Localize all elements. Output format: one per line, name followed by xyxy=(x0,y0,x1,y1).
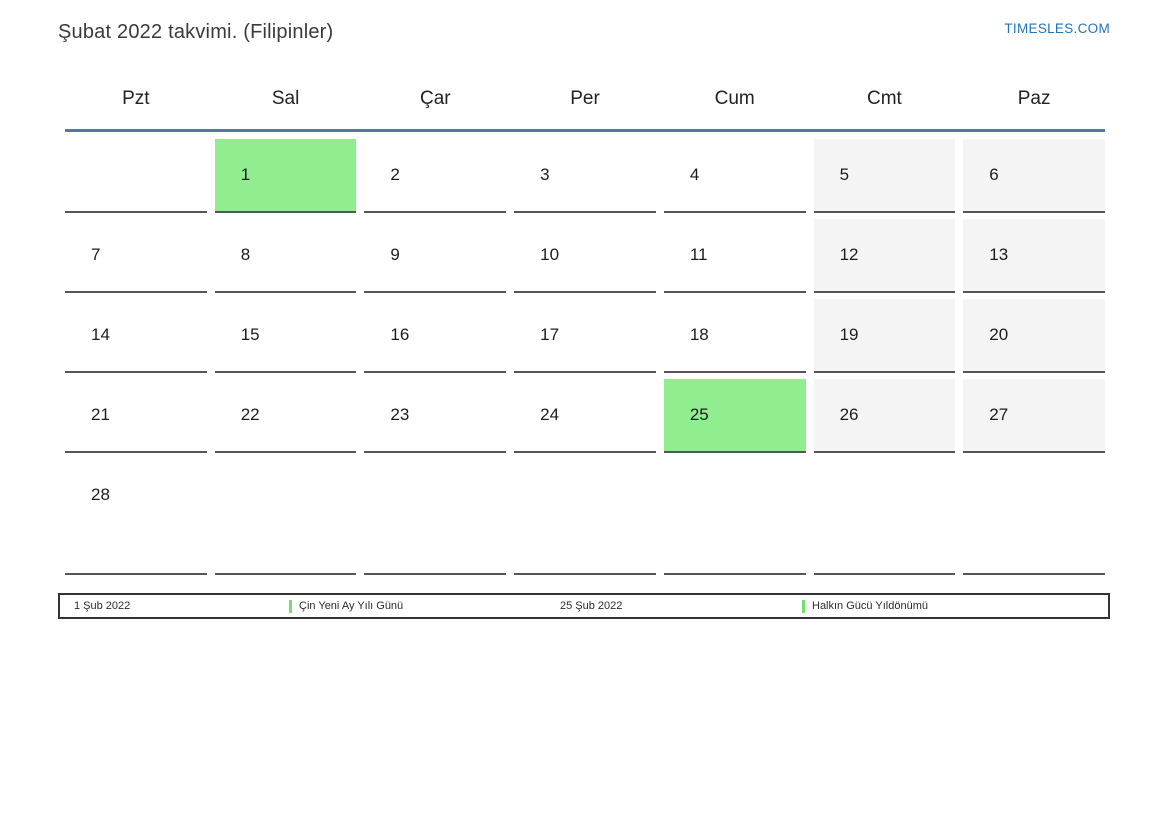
calendar-grid: 1 2 3 4 5 6 7 8 9 10 11 12 13 14 15 16 17 18 19 20 21 22 23 24 2… xyxy=(65,139,1105,575)
day-number: 10 xyxy=(540,245,560,264)
weekday-label-sal: Sal xyxy=(271,88,300,109)
day-number: 24 xyxy=(540,405,560,424)
day-number: 14 xyxy=(91,325,110,344)
page-title: Şubat 2022 takvimi. (Filipinler) xyxy=(58,21,334,43)
calendar-day-cell-20: 20 xyxy=(963,299,1105,373)
holiday-marker-icon xyxy=(289,599,292,613)
calendar-day-cell-21: 21 xyxy=(65,379,207,453)
weekday-header-row: Pzt Sal Çar Per Cum Cmt Paz xyxy=(65,88,1105,110)
calendar-day-cell-2: 2 xyxy=(364,139,507,213)
calendar-day-cell-19: 19 xyxy=(813,299,956,373)
calendar-day-cell-27: 27 xyxy=(963,379,1105,453)
calendar-day-cell-15: 15 xyxy=(214,299,357,373)
calendar-empty-cell xyxy=(514,459,656,575)
day-number: 4 xyxy=(689,165,700,184)
calendar-day-cell-5: 5 xyxy=(813,139,956,213)
legend-holiday-name: Halkın Gücü Yıldönümü xyxy=(812,600,928,612)
month-calendar: Pzt Sal Çar Per Cum Cmt Paz 1 2 3 4 5 6 7 8 9 10 11 12 13 1… xyxy=(65,88,1105,575)
top-bar: Şubat 2022 takvimi. (Filipinler) TIMESLE… xyxy=(0,0,1169,44)
day-number: 22 xyxy=(240,405,260,424)
weekday-label-paz: Paz xyxy=(1017,88,1051,109)
day-number: 11 xyxy=(689,245,708,264)
calendar-day-cell-26: 26 xyxy=(813,379,956,453)
calendar-day-cell-17: 17 xyxy=(514,299,656,373)
calendar-day-cell-4: 4 xyxy=(663,139,806,213)
weekday-label-cmt: Cmt xyxy=(867,88,902,109)
weekday-header-underline xyxy=(65,129,1105,132)
weekday-label-per: Per xyxy=(570,88,600,109)
legend-date-text: 1 Şub 2022 xyxy=(74,600,131,612)
calendar-day-cell-25: 25 xyxy=(663,379,806,453)
day-number: 28 xyxy=(91,485,110,504)
day-number: 26 xyxy=(839,405,859,424)
calendar-day-cell-28: 28 xyxy=(65,459,207,575)
day-number: 23 xyxy=(390,405,410,424)
calendar-empty-cell xyxy=(214,459,357,575)
calendar-day-cell-1: 1 xyxy=(214,139,357,213)
day-number: 3 xyxy=(540,165,550,184)
calendar-empty-cell xyxy=(364,459,507,575)
day-number: 13 xyxy=(989,245,1009,264)
day-number: 16 xyxy=(390,325,410,344)
calendar-day-cell-3: 3 xyxy=(514,139,656,213)
day-number: 7 xyxy=(91,245,101,264)
day-number: 17 xyxy=(540,325,560,344)
calendar-empty-cell xyxy=(963,459,1105,575)
calendar-empty-cell xyxy=(65,139,207,213)
calendar-day-cell-23: 23 xyxy=(364,379,507,453)
legend-holiday: Halkın Gücü Yıldönümü xyxy=(802,599,1108,613)
holiday-marker-icon xyxy=(802,599,805,613)
day-number: 20 xyxy=(989,325,1009,344)
day-number: 27 xyxy=(989,405,1009,424)
day-number: 25 xyxy=(689,405,709,424)
day-number: 2 xyxy=(390,165,400,184)
holiday-legend: 1 Şub 2022 Çin Yeni Ay Yılı Günü 25 Şub 20… xyxy=(58,593,1110,619)
legend-date-text: 25 Şub 2022 xyxy=(560,600,623,612)
day-number: 15 xyxy=(240,325,260,344)
weekday-label-çar: Çar xyxy=(419,88,451,109)
calendar-day-cell-22: 22 xyxy=(214,379,357,453)
calendar-day-cell-13: 13 xyxy=(963,219,1105,293)
legend-date: 25 Şub 2022 xyxy=(560,600,802,612)
legend-date: 1 Şub 2022 xyxy=(74,600,289,612)
day-number: 6 xyxy=(989,165,999,184)
calendar-day-cell-7: 7 xyxy=(65,219,207,293)
day-number: 19 xyxy=(839,325,859,344)
weekday-label-pzt: Pzt xyxy=(122,88,150,109)
day-number: 18 xyxy=(689,325,709,344)
calendar-empty-cell xyxy=(813,459,956,575)
calendar-day-cell-24: 24 xyxy=(514,379,656,453)
calendar-day-cell-16: 16 xyxy=(364,299,507,373)
day-number: 1 xyxy=(240,165,251,184)
day-number: 9 xyxy=(390,245,400,264)
day-number: 8 xyxy=(240,245,251,264)
day-number: 12 xyxy=(839,245,859,264)
weekday-label-cum: Cum xyxy=(714,88,755,109)
legend-holiday-name: Çin Yeni Ay Yılı Günü xyxy=(299,600,404,612)
day-number: 21 xyxy=(91,405,110,424)
calendar-day-cell-11: 11 xyxy=(663,219,806,293)
site-link[interactable]: TIMESLES.COM xyxy=(1004,21,1110,36)
calendar-day-cell-10: 10 xyxy=(514,219,656,293)
calendar-day-cell-12: 12 xyxy=(813,219,956,293)
calendar-day-cell-18: 18 xyxy=(663,299,806,373)
calendar-day-cell-9: 9 xyxy=(364,219,507,293)
calendar-day-cell-8: 8 xyxy=(214,219,357,293)
legend-holiday: Çin Yeni Ay Yılı Günü xyxy=(289,599,560,613)
calendar-empty-cell xyxy=(663,459,806,575)
day-number: 5 xyxy=(839,165,850,184)
calendar-day-cell-14: 14 xyxy=(65,299,207,373)
calendar-day-cell-6: 6 xyxy=(963,139,1105,213)
